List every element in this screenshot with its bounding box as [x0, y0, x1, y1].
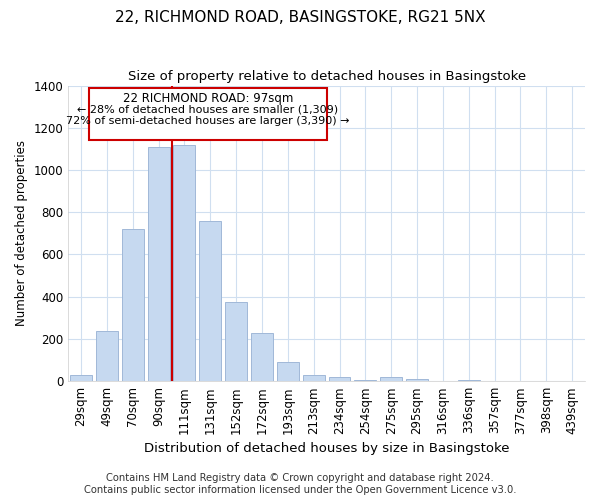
Bar	[173, 144, 196, 381]
Bar	[355, 380, 376, 381]
Text: 72% of semi-detached houses are larger (3,390) →: 72% of semi-detached houses are larger (…	[66, 116, 349, 126]
Bar	[380, 377, 402, 381]
Text: 22 RICHMOND ROAD: 97sqm: 22 RICHMOND ROAD: 97sqm	[122, 92, 293, 105]
Bar	[251, 332, 273, 381]
Bar	[329, 377, 350, 381]
Bar	[458, 380, 479, 381]
Bar	[148, 147, 170, 381]
Bar	[96, 330, 118, 381]
Text: Contains HM Land Registry data © Crown copyright and database right 2024.
Contai: Contains HM Land Registry data © Crown c…	[84, 474, 516, 495]
Title: Size of property relative to detached houses in Basingstoke: Size of property relative to detached ho…	[128, 70, 526, 83]
X-axis label: Distribution of detached houses by size in Basingstoke: Distribution of detached houses by size …	[144, 442, 509, 455]
Bar	[225, 302, 247, 381]
Bar	[406, 379, 428, 381]
Bar	[70, 375, 92, 381]
Y-axis label: Number of detached properties: Number of detached properties	[15, 140, 28, 326]
Text: 22, RICHMOND ROAD, BASINGSTOKE, RG21 5NX: 22, RICHMOND ROAD, BASINGSTOKE, RG21 5NX	[115, 10, 485, 25]
Bar	[277, 362, 299, 381]
Bar	[199, 220, 221, 381]
FancyBboxPatch shape	[89, 88, 326, 141]
Text: ← 28% of detached houses are smaller (1,309): ← 28% of detached houses are smaller (1,…	[77, 104, 338, 115]
Bar	[302, 375, 325, 381]
Bar	[122, 229, 144, 381]
